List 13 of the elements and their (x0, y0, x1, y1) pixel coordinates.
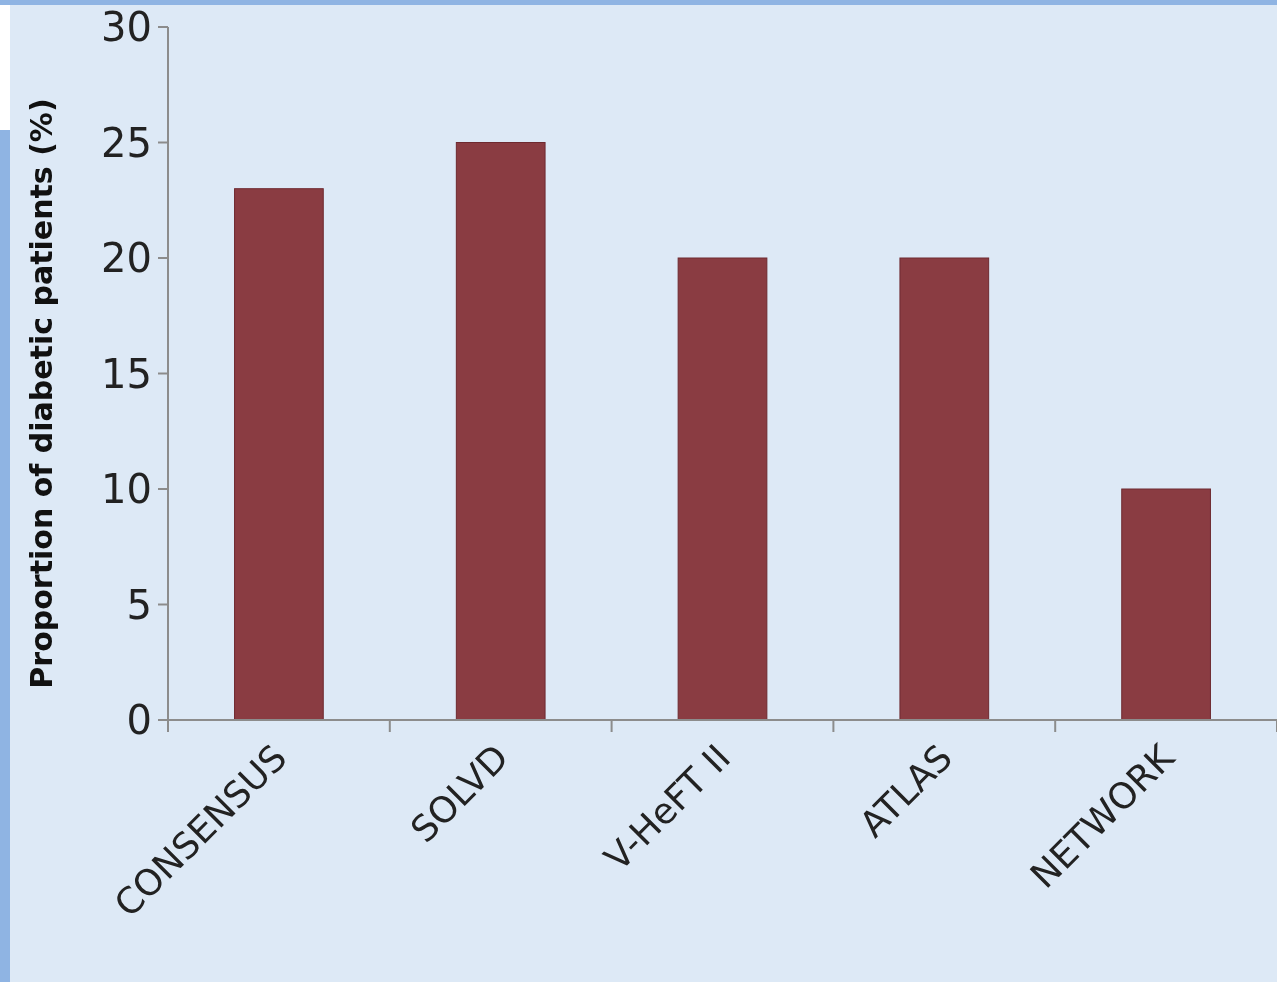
y-tick-label: 10 (101, 466, 152, 512)
y-tick-label: 20 (101, 235, 152, 281)
bar (455, 142, 546, 721)
y-tick-label: 30 (101, 4, 152, 50)
y-tick-label: 5 (126, 581, 152, 628)
bar (234, 188, 324, 721)
y-axis-title: Proportion of diabetic patients (%) (24, 98, 59, 689)
bar (677, 257, 768, 721)
y-tick-label: 0 (126, 697, 152, 743)
y-tick-label: 25 (101, 119, 152, 166)
bar (899, 257, 990, 721)
bar (1121, 488, 1211, 721)
y-tick-label: 15 (101, 350, 152, 397)
